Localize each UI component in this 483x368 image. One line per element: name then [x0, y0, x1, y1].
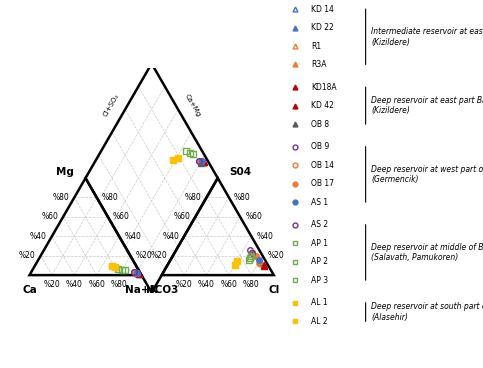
- Text: Cl: Cl: [268, 285, 279, 295]
- Text: KD 22: KD 22: [311, 23, 334, 32]
- Text: %60: %60: [113, 212, 130, 222]
- Text: AP 3: AP 3: [311, 276, 328, 284]
- Text: %20: %20: [135, 251, 152, 260]
- Text: Deep reservoir at middle of BMG
(Salavath, Pamukoren): Deep reservoir at middle of BMG (Salavat…: [371, 243, 483, 262]
- Text: OB 8: OB 8: [311, 120, 329, 128]
- Text: %20: %20: [176, 280, 193, 289]
- Text: Na+K: Na+K: [125, 285, 158, 295]
- Text: %20: %20: [268, 251, 284, 260]
- Text: Deep reservoir at west part of BMG
(Germencik): Deep reservoir at west part of BMG (Germ…: [371, 165, 483, 184]
- Text: OB 14: OB 14: [311, 161, 334, 170]
- Text: R3A: R3A: [311, 60, 327, 69]
- Text: %40: %40: [124, 232, 141, 241]
- Text: %40: %40: [162, 232, 179, 241]
- Text: Deep reservoir at south part of GG
(Alasehir): Deep reservoir at south part of GG (Alas…: [371, 302, 483, 322]
- Text: AP 2: AP 2: [311, 257, 328, 266]
- Text: AL 2: AL 2: [311, 317, 327, 326]
- Text: %80: %80: [243, 280, 260, 289]
- Text: %20: %20: [19, 251, 36, 260]
- Text: KD 42: KD 42: [311, 101, 334, 110]
- Text: Cl+SO₄: Cl+SO₄: [102, 93, 120, 117]
- Text: Ca+Mg: Ca+Mg: [184, 93, 201, 117]
- Text: %60: %60: [221, 280, 237, 289]
- Text: %60: %60: [173, 212, 190, 222]
- Text: AS 2: AS 2: [311, 220, 328, 229]
- Text: Ca: Ca: [22, 285, 37, 295]
- Text: Deep reservoir at east part BMG
(Kizildere): Deep reservoir at east part BMG (Kizilde…: [371, 96, 483, 115]
- Text: %20: %20: [43, 280, 60, 289]
- Text: Intermediate reservoir at east of BMG
(Kizildere): Intermediate reservoir at east of BMG (K…: [371, 27, 483, 46]
- Text: %40: %40: [30, 232, 47, 241]
- Text: HCO3: HCO3: [145, 285, 178, 295]
- Text: Mg: Mg: [57, 167, 74, 177]
- Text: %80: %80: [111, 280, 128, 289]
- Text: OB 9: OB 9: [311, 142, 329, 151]
- Text: %40: %40: [198, 280, 215, 289]
- Text: %20: %20: [151, 251, 168, 260]
- Text: KD 14: KD 14: [311, 5, 334, 14]
- Text: AL 1: AL 1: [311, 298, 327, 307]
- Text: AP 1: AP 1: [311, 239, 328, 248]
- Text: %80: %80: [234, 193, 251, 202]
- Text: R1: R1: [311, 42, 321, 50]
- Text: %80: %80: [185, 193, 201, 202]
- Text: S04: S04: [229, 167, 251, 177]
- Text: %40: %40: [66, 280, 83, 289]
- Text: KD18A: KD18A: [311, 83, 337, 92]
- Text: AS 1: AS 1: [311, 198, 328, 206]
- Text: %60: %60: [88, 280, 105, 289]
- Text: %40: %40: [256, 232, 273, 241]
- Text: %80: %80: [102, 193, 118, 202]
- Text: %60: %60: [41, 212, 58, 222]
- Text: %80: %80: [53, 193, 69, 202]
- Text: %60: %60: [245, 212, 262, 222]
- Text: OB 17: OB 17: [311, 179, 334, 188]
